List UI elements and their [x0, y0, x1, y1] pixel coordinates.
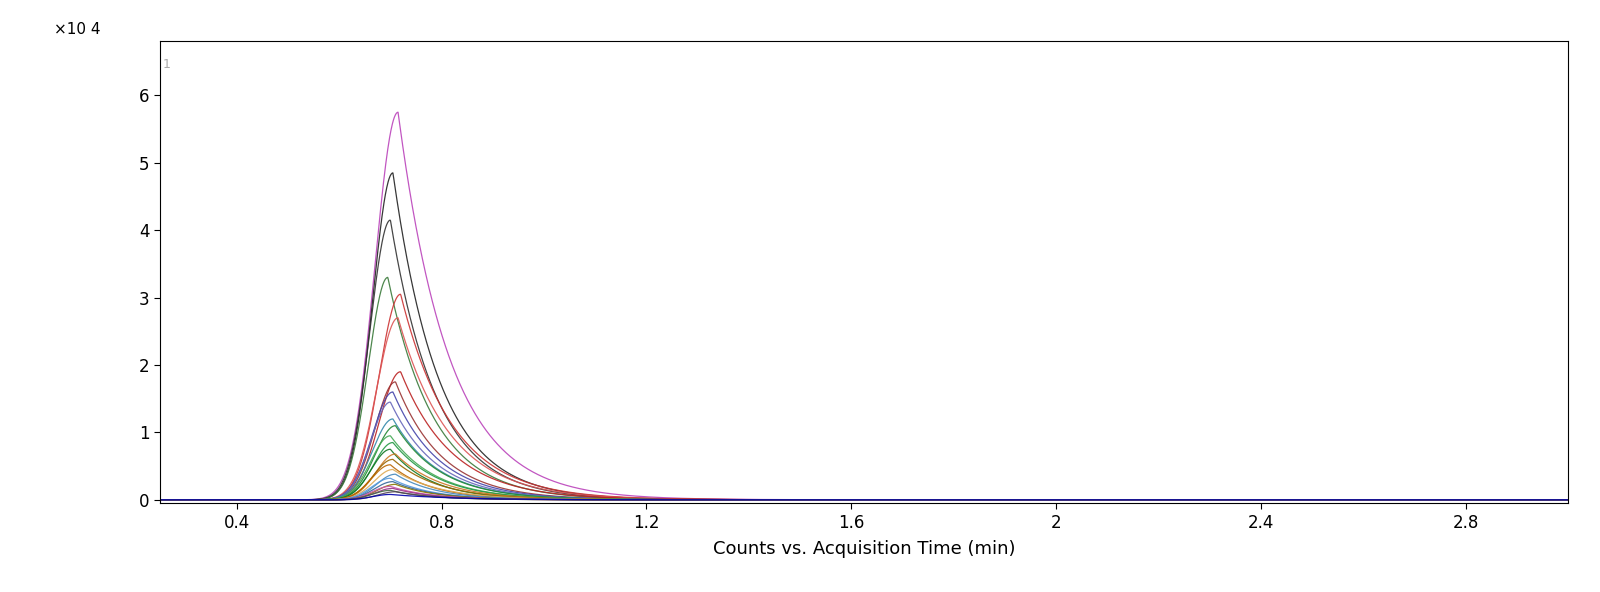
X-axis label: Counts vs. Acquisition Time (min): Counts vs. Acquisition Time (min)	[712, 540, 1016, 558]
Text: 1: 1	[163, 58, 171, 71]
Text: ×10 4: ×10 4	[54, 22, 101, 37]
